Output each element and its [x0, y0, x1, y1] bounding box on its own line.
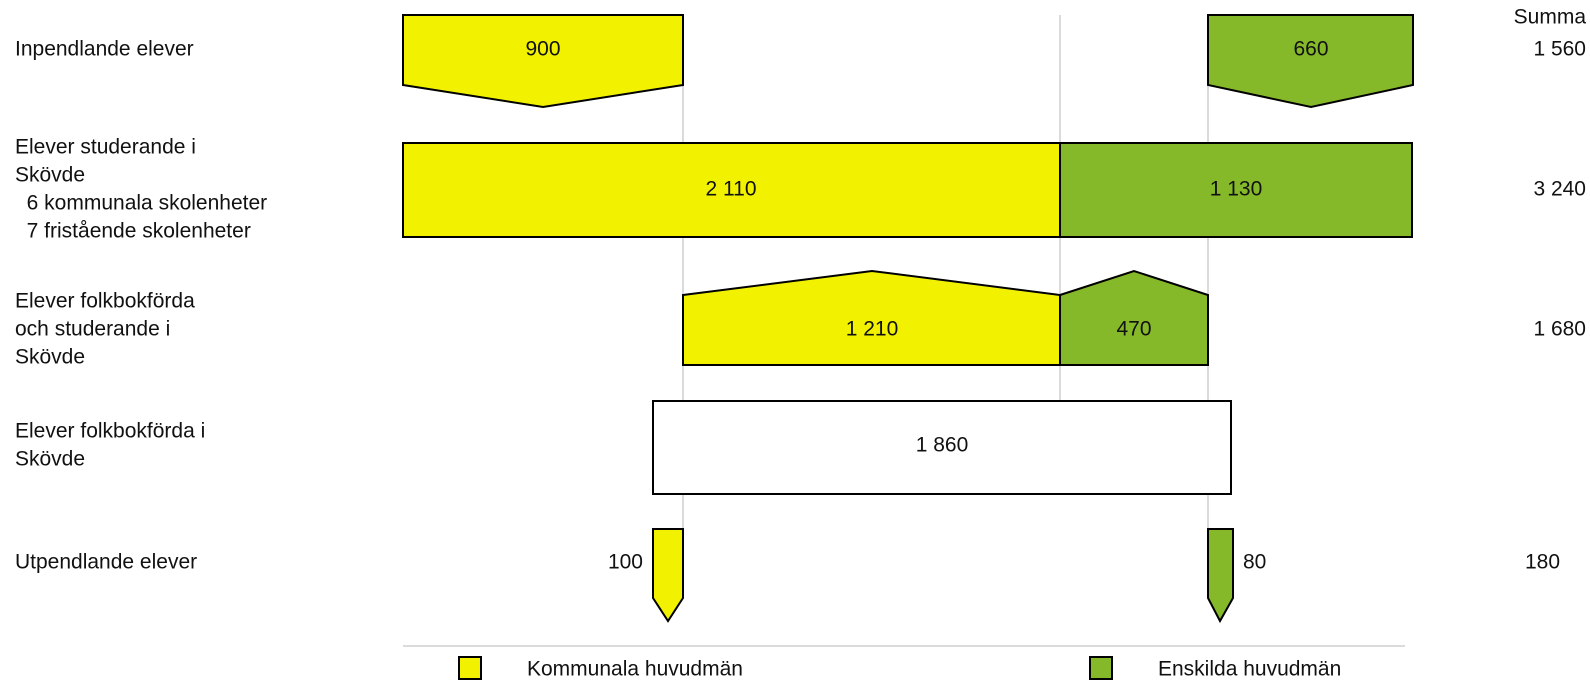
inflow-kommunal: [402, 14, 684, 109]
row-label: Elever folkbokförda: [15, 290, 195, 313]
row-labels: Inpendlande elever Elever studerande i Skö…: [15, 38, 267, 574]
studying-enskild: [1059, 142, 1413, 238]
outflow-kommunal: [652, 528, 684, 623]
legend-swatch: [1089, 656, 1113, 680]
row-label: Inpendlande elever: [15, 38, 194, 61]
inflow-enskild: [1207, 14, 1414, 109]
summa-header: Summa: [1514, 6, 1587, 29]
value: 1 210: [846, 318, 899, 341]
row-label: 7 fristående skolenheter: [15, 220, 251, 243]
row-label: och studerande i: [15, 318, 170, 341]
value: 470: [1116, 318, 1151, 341]
value: 1 860: [916, 434, 969, 457]
legend-label: Kommunala huvudmän: [527, 658, 743, 681]
summa: 180: [1525, 551, 1560, 574]
legend-label: Enskilda huvudmän: [1158, 658, 1341, 681]
studying-kommunal: [402, 142, 1061, 238]
summa: 1 680: [1533, 318, 1586, 341]
value: 900: [525, 38, 560, 61]
row-label: Elever folkbokförda i: [15, 420, 205, 443]
row-label: Skövde: [15, 346, 85, 369]
summa: 1 560: [1533, 38, 1586, 61]
row-label: Skövde: [15, 448, 85, 471]
resident-total: [652, 400, 1232, 495]
value: 2 110: [706, 178, 757, 201]
outflow-enskild: [1207, 528, 1234, 624]
legend-swatch: [458, 656, 482, 680]
value: 100: [608, 551, 643, 574]
summa: 3 240: [1533, 178, 1586, 201]
resident-enskild: [1059, 269, 1209, 366]
row-label: Skövde: [15, 164, 85, 187]
row-label: Utpendlande elever: [15, 551, 197, 574]
row-label: Elever studerande i: [15, 136, 196, 159]
row-label: 6 kommunala skolenheter: [15, 192, 267, 215]
value: 660: [1293, 38, 1328, 61]
value: 80: [1243, 551, 1266, 574]
value: 1 130: [1210, 178, 1263, 201]
